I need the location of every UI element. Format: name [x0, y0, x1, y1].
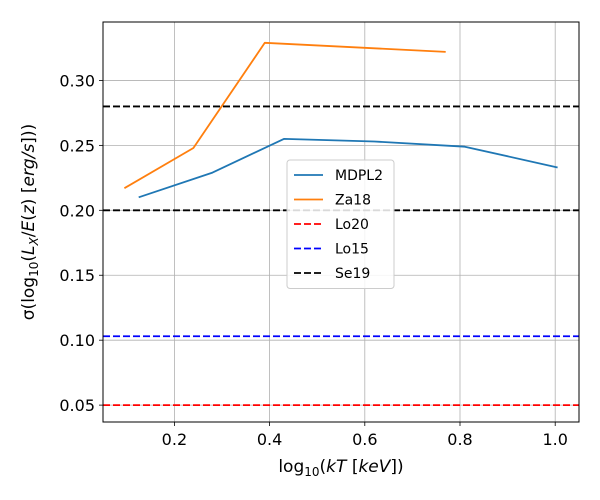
x-tick-label: 1.0 — [542, 430, 567, 449]
legend: MDPL2 Za18 Lo20 Lo15 Se19 — [286, 159, 395, 289]
y-tick-label: 0.05 — [59, 396, 95, 415]
y-tick-label: 0.25 — [59, 136, 95, 155]
legend-label-se19: Se19 — [335, 266, 370, 282]
x-tick-label: 0.6 — [352, 430, 377, 449]
y-axis-label: σ(log10(LX/E(z) [erg/s])) — [19, 124, 41, 320]
legend-label-lo15: Lo15 — [335, 242, 369, 258]
ticks: 0.2 0.4 0.6 0.8 1.0 0.05 0.10 0.15 0.20 0.25 0.30 — [59, 71, 568, 449]
legend-box — [286, 159, 395, 289]
x-tick-label: 0.2 — [162, 430, 187, 449]
x-tick-label: 0.4 — [257, 430, 282, 449]
legend-label-za18: Za18 — [335, 193, 371, 209]
y-tick-label: 0.10 — [59, 331, 95, 350]
series-layer — [103, 41, 579, 407]
legend-label-lo20: Lo20 — [335, 217, 369, 233]
plot-frame — [102, 21, 580, 423]
y-tick-label: 0.30 — [59, 71, 95, 90]
series-line-za18 — [123, 41, 446, 189]
legend-label-mdpl2: MDPL2 — [335, 168, 383, 184]
y-tick-label: 0.20 — [59, 201, 95, 220]
series-line-mdpl2 — [138, 137, 558, 199]
y-tick-label: 0.15 — [59, 266, 95, 285]
x-axis-label: log10(kT [keV]) — [278, 457, 403, 479]
x-tick-label: 0.8 — [447, 430, 472, 449]
